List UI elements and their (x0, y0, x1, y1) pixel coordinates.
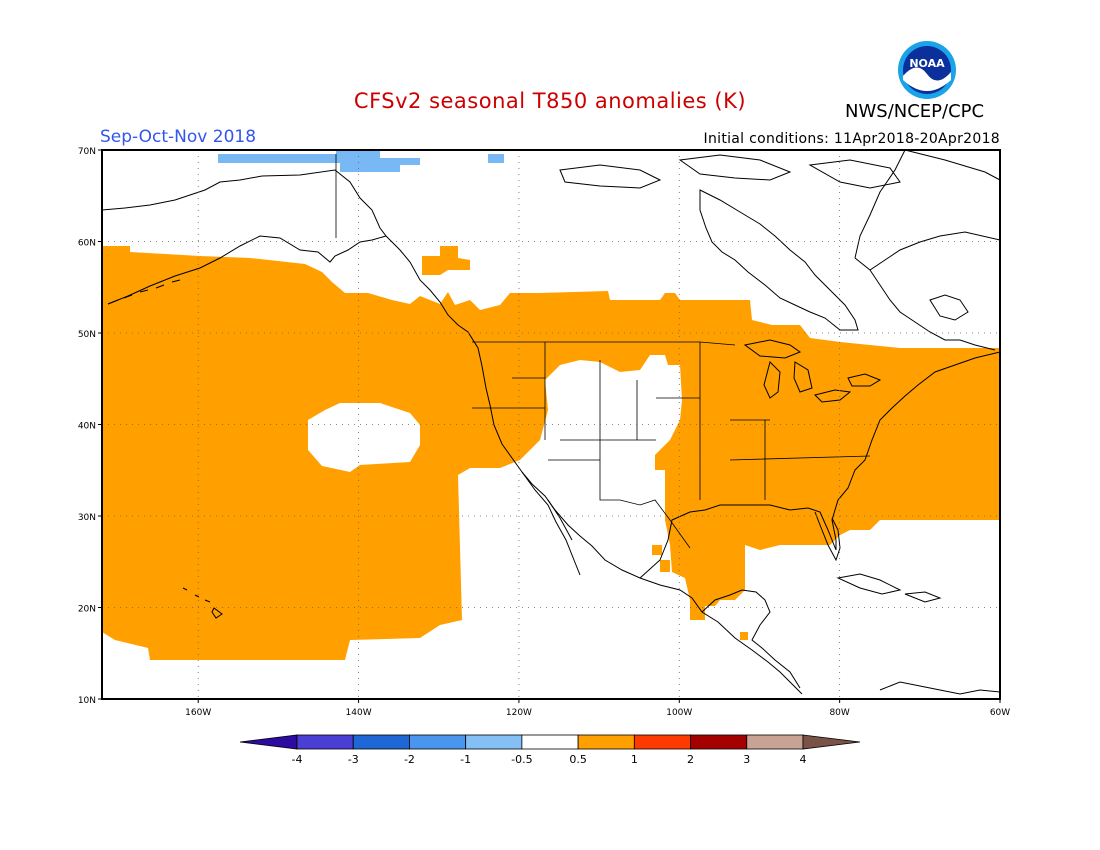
longitude-labels: 160W 140W 120W 100W 80W 60W (185, 699, 1010, 718)
colorbar-box (465, 734, 523, 750)
colorbar-box (577, 734, 635, 750)
colorbar-label: 2 (687, 753, 694, 766)
lon-label: 140W (346, 708, 372, 718)
coastlines (102, 150, 1000, 695)
map-title: CFSv2 seasonal T850 anomalies (K) (353, 89, 747, 113)
lon-label: 60W (990, 708, 1010, 718)
colorbar-label: 4 (800, 753, 807, 766)
lat-label: 20N (78, 605, 96, 615)
colorbar-box (633, 734, 691, 750)
agency-label: NWS/NCEP/CPC (845, 101, 985, 122)
colorbar-low-arrow (239, 734, 298, 750)
colorbar-box (296, 734, 354, 750)
colorbar: -4 -3 -2 -1 -0.5 0.5 1 2 3 4 (239, 734, 861, 766)
lat-label: 60N (78, 239, 96, 249)
colorbar-label: -4 (292, 753, 303, 766)
noaa-logo: NOAA (898, 41, 956, 99)
lon-label: 80W (829, 708, 849, 718)
political-borders (335, 154, 871, 549)
colorbar-box (746, 734, 804, 750)
lat-label: 70N (78, 147, 96, 157)
lon-label: 160W (185, 708, 211, 718)
latitude-labels: 70N 60N 50N 40N 30N 20N 10N (78, 147, 102, 706)
season-label: Sep-Oct-Nov 2018 (100, 127, 257, 147)
logo-text: NOAA (909, 57, 945, 70)
warm-anomaly-shading (102, 246, 1000, 660)
lat-label: 40N (78, 422, 96, 432)
colorbar-label: 0.5 (569, 753, 587, 766)
colorbar-label: -0.5 (511, 753, 532, 766)
colorbar-label: 1 (631, 753, 638, 766)
lon-label: 120W (506, 708, 532, 718)
cool-anomaly-shading (218, 150, 504, 172)
neutral-pocket (308, 403, 420, 472)
colorbar-box (690, 734, 748, 750)
colorbar-box (409, 734, 467, 750)
colorbar-high-arrow (802, 734, 861, 750)
colorbar-label: -1 (460, 753, 471, 766)
lat-label: 30N (78, 513, 96, 523)
colorbar-box (352, 734, 410, 750)
initial-conditions-label: Initial conditions: 11Apr2018-20Apr2018 (703, 131, 1000, 147)
lat-label: 10N (78, 696, 96, 706)
colorbar-box (521, 734, 579, 750)
lat-label: 50N (78, 330, 96, 340)
lon-label: 100W (666, 708, 692, 718)
colorbar-label: -2 (404, 753, 415, 766)
colorbar-label: 3 (743, 753, 750, 766)
colorbar-label: -3 (348, 753, 359, 766)
